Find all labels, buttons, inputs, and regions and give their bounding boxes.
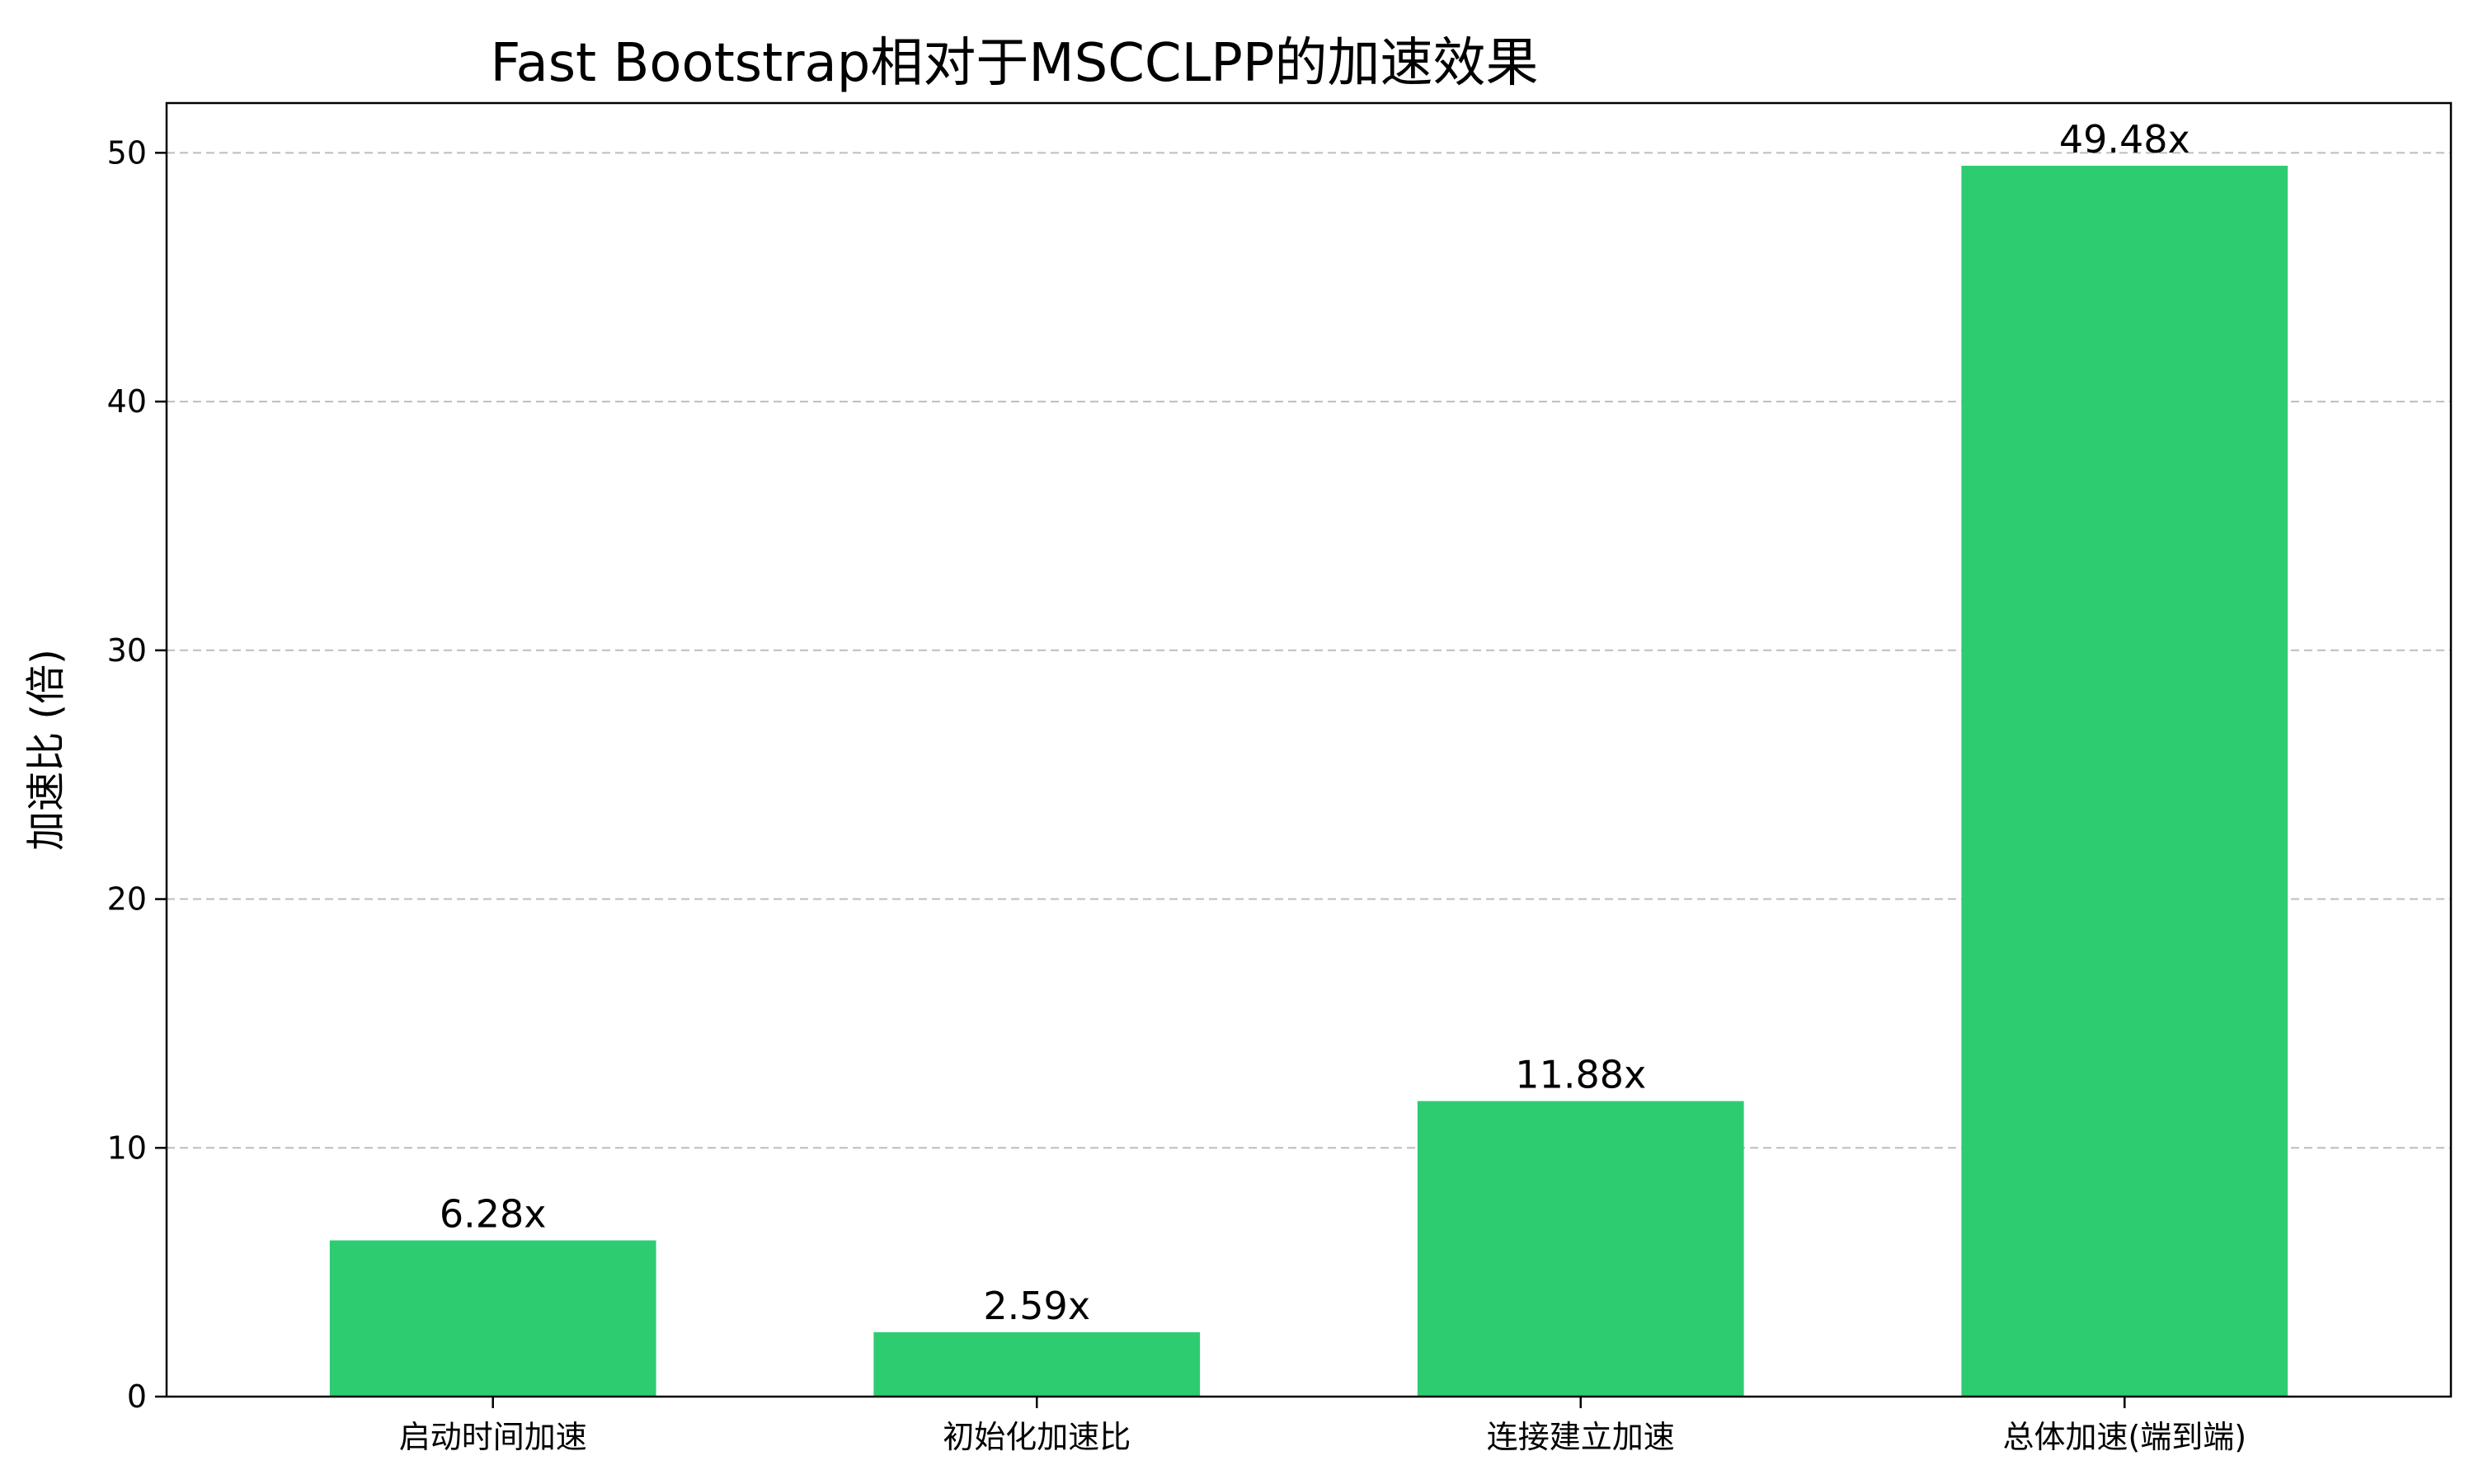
data-labels: 6.28x 2.59x 11.88x 49.48x xyxy=(440,117,2190,1328)
y-tick-label: 50 xyxy=(107,134,147,171)
x-tick-label: 总体加速(端到端) xyxy=(2002,1419,2246,1455)
bar-value-label: 11.88x xyxy=(1515,1053,1646,1097)
bars xyxy=(329,166,2288,1397)
bar xyxy=(329,1240,656,1397)
y-tick-label: 0 xyxy=(127,1378,147,1415)
plot-frame xyxy=(165,101,2453,1398)
y-tick-label: 30 xyxy=(107,632,147,669)
bar xyxy=(873,1331,1201,1397)
bar-value-label: 6.28x xyxy=(440,1192,547,1237)
y-tick-label: 40 xyxy=(107,383,147,420)
x-tick-label: 连接建立加速 xyxy=(1487,1419,1675,1455)
bar xyxy=(1417,1101,1744,1397)
x-tick-label: 启动时间加速 xyxy=(399,1419,587,1455)
bar-value-label: 49.48x xyxy=(2059,117,2190,162)
y-tick-label: 20 xyxy=(107,881,147,918)
x-tick-label: 初始化加速比 xyxy=(943,1419,1131,1455)
chart-title: Fast Bootstrap相对于MSCCLPP的加速效果 xyxy=(491,33,1539,94)
bar xyxy=(1961,166,2288,1397)
bar-value-label: 2.59x xyxy=(983,1284,1090,1328)
y-axis: 0 10 20 30 40 50 xyxy=(107,134,167,1415)
x-axis: 启动时间加速 初始化加速比 连接建立加速 总体加速(端到端) xyxy=(399,1397,2246,1455)
y-axis-label: 加速比 (倍) xyxy=(23,649,69,851)
y-tick-label: 10 xyxy=(107,1129,147,1166)
